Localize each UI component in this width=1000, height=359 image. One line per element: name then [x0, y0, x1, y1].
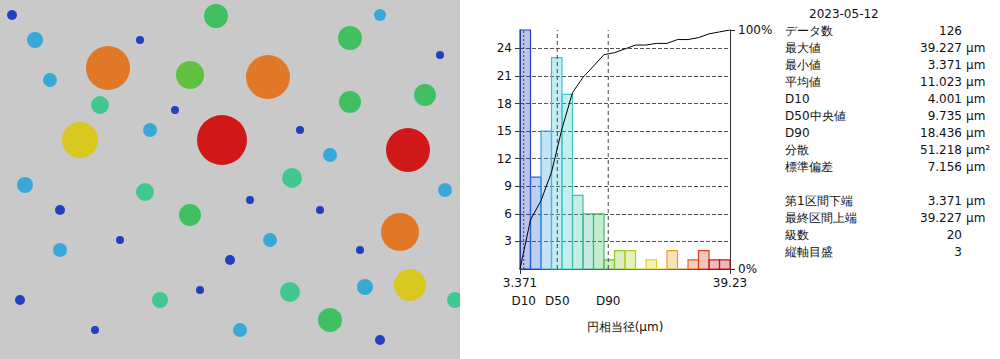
html-text:級数: 級数 — [785, 228, 809, 242]
svg-text:21: 21 — [497, 69, 512, 83]
html-text:2023-05-12: 2023-05-12 — [809, 7, 879, 21]
html-text:D90: D90 — [785, 126, 810, 140]
html-text:39.227 μm: 39.227 μm — [920, 211, 986, 225]
svg-text:D50: D50 — [545, 294, 570, 308]
svg-text:18: 18 — [497, 97, 512, 111]
html-text:分散: 分散 — [785, 143, 809, 157]
svg-text:9: 9 — [504, 179, 512, 193]
html-text:3.371 μm: 3.371 μm — [927, 58, 986, 72]
html-text:20: 20 — [946, 228, 962, 242]
svg-text:100%: 100% — [738, 23, 772, 37]
html-text:最小値: 最小値 — [785, 58, 821, 72]
svg-text:24: 24 — [497, 41, 512, 55]
svg-text:15: 15 — [497, 124, 512, 138]
svg-text:円相当径(μm): 円相当径(μm) — [587, 320, 664, 334]
html-text:縦軸目盛: 縦軸目盛 — [785, 245, 833, 259]
html-text:D50中央値: D50中央値 — [785, 109, 846, 123]
html-text:51.218 μm²: 51.218 μm² — [920, 143, 991, 157]
svg-text:12: 12 — [497, 152, 512, 166]
svg-text:D90: D90 — [596, 294, 621, 308]
html-text:39.227 μm: 39.227 μm — [920, 41, 986, 55]
html-text:3: 3 — [954, 245, 962, 259]
html-text:D10: D10 — [785, 92, 810, 106]
svg-text:D10: D10 — [511, 294, 536, 308]
html-text:平均値: 平均値 — [785, 75, 821, 89]
html-text:11.023 μm: 11.023 μm — [920, 75, 986, 89]
html-text:18.436 μm: 18.436 μm — [920, 126, 986, 140]
html-text:標準偏差: 標準偏差 — [785, 160, 833, 174]
svg-text:6: 6 — [504, 207, 512, 221]
html-text:3.371 μm: 3.371 μm — [927, 194, 986, 208]
svg-text:3: 3 — [504, 234, 512, 248]
html-text:最大値: 最大値 — [785, 41, 821, 55]
html-text:126: 126 — [939, 24, 962, 38]
html-text:最終区間上端: 最終区間上端 — [785, 211, 857, 225]
svg-text:0%: 0% — [738, 262, 757, 276]
html-text:データ数: データ数 — [785, 24, 833, 38]
svg-text:3.371: 3.371 — [503, 276, 537, 290]
html-text:9.735 μm: 9.735 μm — [927, 109, 986, 123]
html-text:4.001 μm: 4.001 μm — [927, 92, 986, 106]
html-text:7.156 μm: 7.156 μm — [927, 160, 986, 174]
svg-text:39.23: 39.23 — [713, 276, 747, 290]
html-text:第1区間下端: 第1区間下端 — [785, 194, 853, 208]
